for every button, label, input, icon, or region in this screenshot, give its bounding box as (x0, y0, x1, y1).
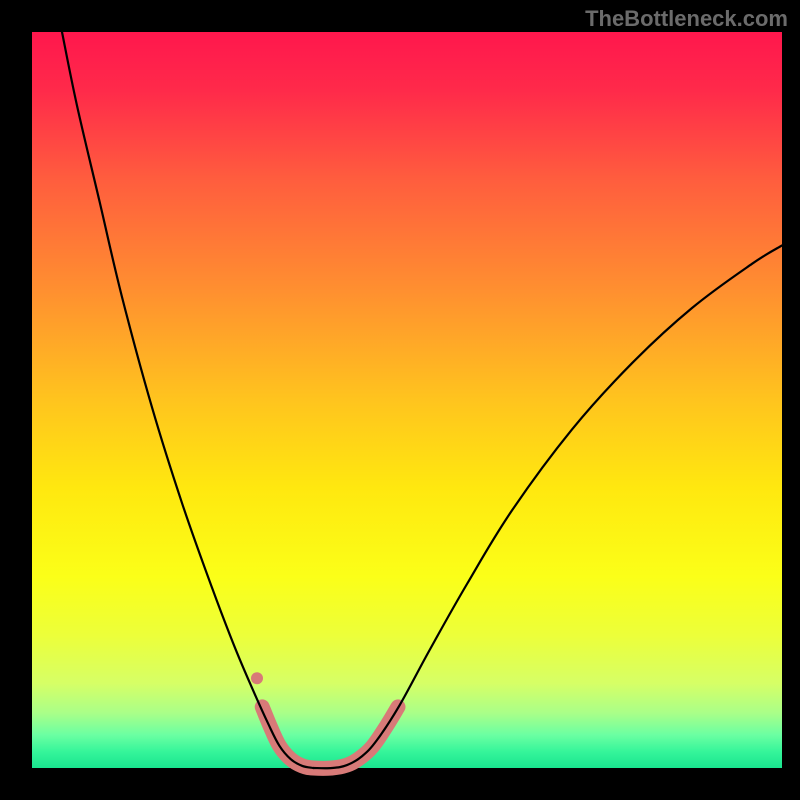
highlight-detached-dot (251, 672, 263, 684)
v-curve-left (62, 32, 313, 768)
watermark-text: TheBottleneck.com (585, 6, 788, 32)
chart-svg (32, 32, 782, 768)
plot-area (32, 32, 782, 768)
v-curve-right (313, 245, 782, 768)
